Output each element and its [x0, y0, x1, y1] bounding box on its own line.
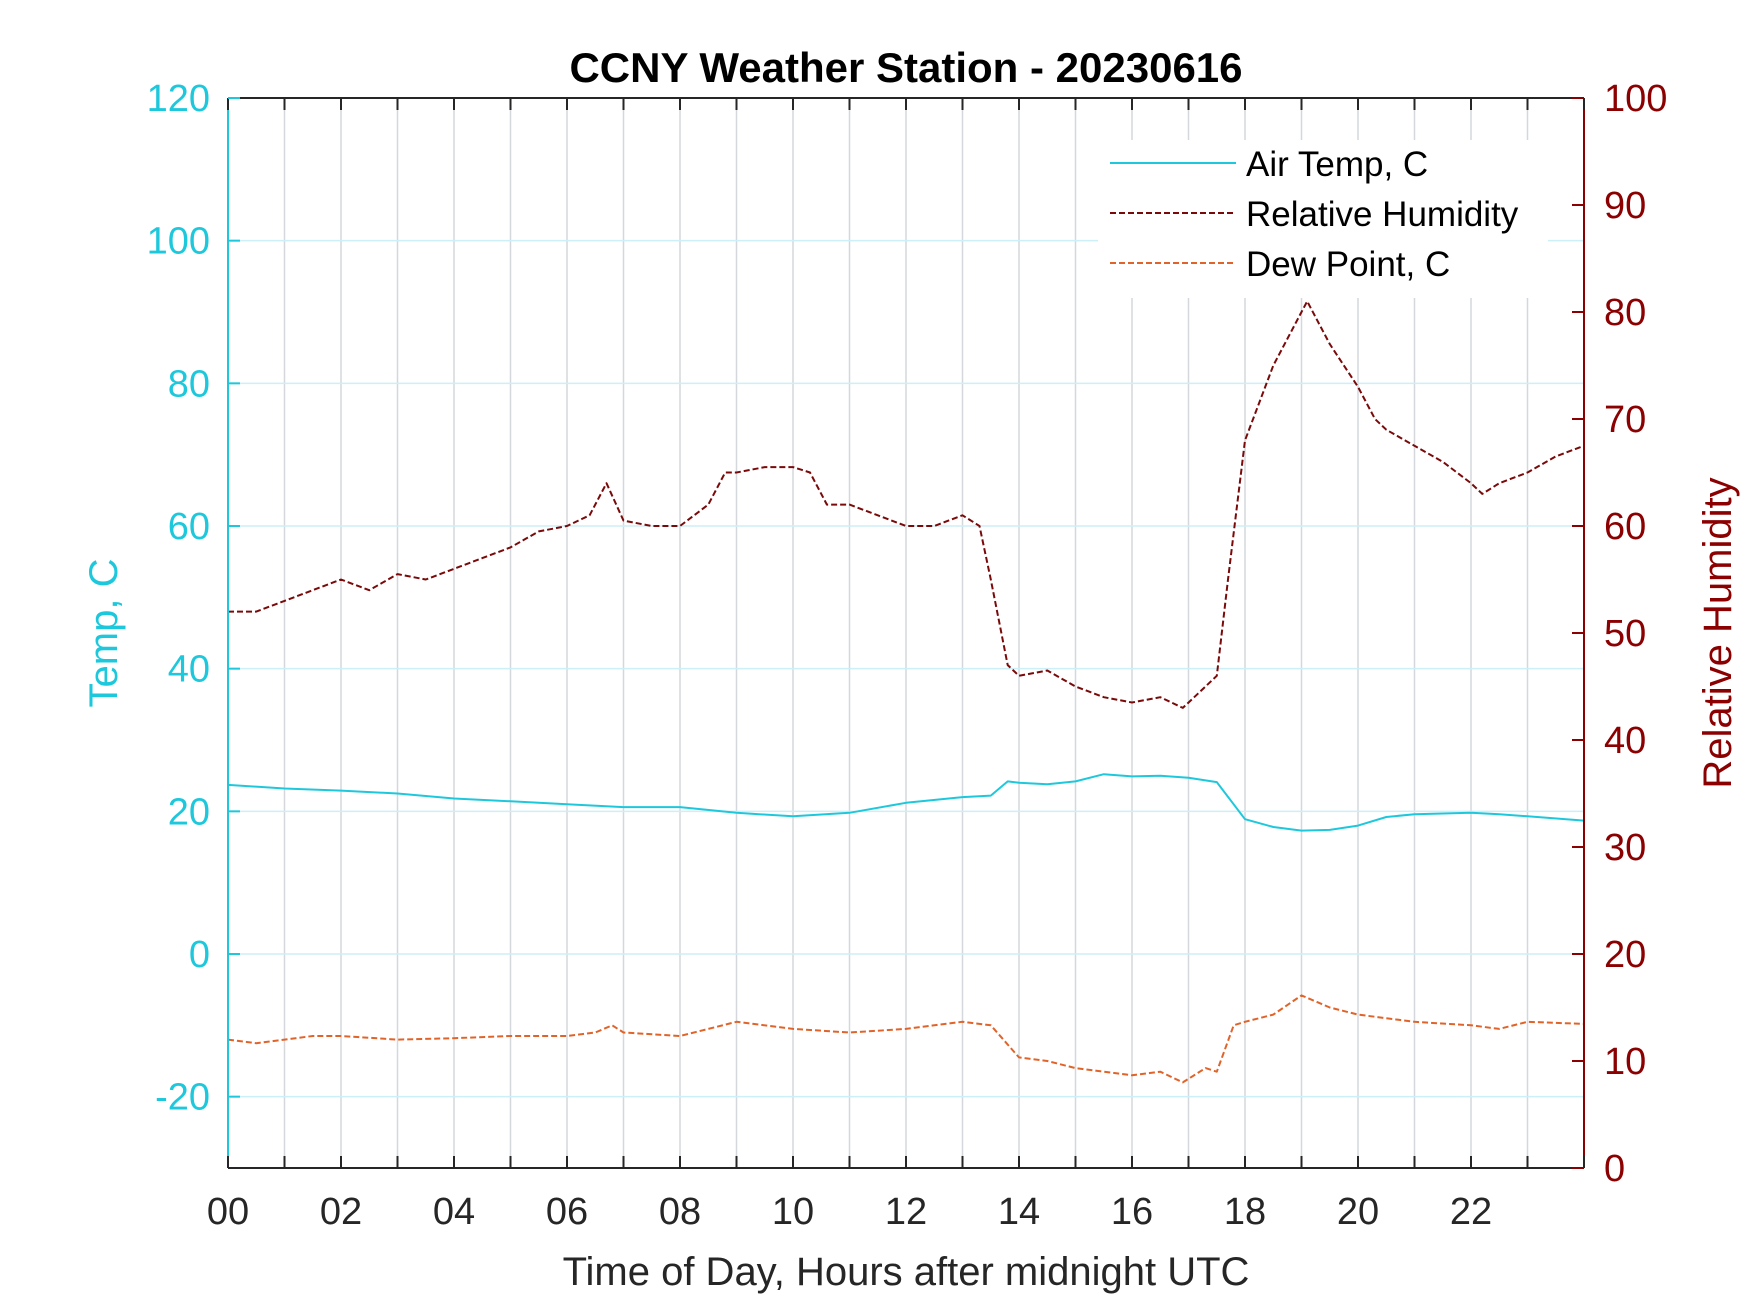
x-tick-label: 10: [772, 1191, 814, 1233]
y-axis-title-right: Relative Humidity: [1696, 477, 1740, 788]
x-tick-label: 04: [433, 1191, 475, 1233]
grid: [228, 98, 1584, 1168]
legend-box: [1098, 140, 1548, 298]
chart-title: CCNY Weather Station - 20230616: [569, 44, 1242, 91]
relative-humidity-line: [228, 300, 1585, 709]
legend-label-dew-point: Dew Point, C: [1246, 245, 1450, 284]
series-group: [227, 300, 1585, 1084]
y-left-tick-label: 120: [147, 78, 210, 120]
y-right-tick-label: 50: [1604, 613, 1646, 655]
y-left-tick-label: 60: [168, 506, 210, 548]
x-tick-label: 22: [1450, 1191, 1492, 1233]
y-left-tick-label: 40: [168, 649, 210, 691]
x-tick-label: 02: [320, 1191, 362, 1233]
y-left-tick-label: 0: [189, 934, 210, 976]
legend-label-relative-humidity: Relative Humidity: [1246, 195, 1519, 234]
y-right-tick-label: 70: [1604, 399, 1646, 441]
y-left-tick-label: 100: [147, 221, 210, 263]
y-right-tick-label: 80: [1604, 292, 1646, 334]
y-right-tick-label: 20: [1604, 934, 1646, 976]
legend-label-air-temp: Air Temp, C: [1246, 145, 1428, 184]
y-left-tick-label: 20: [168, 791, 210, 833]
y-right-tick-label: 0: [1604, 1148, 1625, 1190]
y-right-tick-label: 40: [1604, 720, 1646, 762]
x-tick-label: 08: [659, 1191, 701, 1233]
x-tick-label: 18: [1224, 1191, 1266, 1233]
legend: Air Temp, C Relative Humidity Dew Point,…: [1098, 140, 1548, 298]
y-right-tick-label: 30: [1604, 827, 1646, 869]
y-right-tick-label: 10: [1604, 1041, 1646, 1083]
x-tick-label: 14: [998, 1191, 1040, 1233]
y-axis-title-left: Temp, C: [82, 559, 126, 708]
dew-point-line: [227, 994, 1585, 1084]
x-tick-label: 16: [1111, 1191, 1153, 1233]
x-axis-title: Time of Day, Hours after midnight UTC: [563, 1250, 1250, 1294]
y-right-tick-label: 100: [1604, 78, 1667, 120]
axes: 00 02 04 06 08 10 12 14 16 18 20 22-200204060801001…: [147, 78, 1668, 1233]
labels: CCNY Weather Station - 20230616 Time of …: [82, 44, 1740, 1294]
y-right-tick-label: 90: [1604, 185, 1646, 227]
y-left-tick-label: -20: [155, 1077, 210, 1119]
x-tick-label: 00: [207, 1191, 249, 1233]
air-temp-line: [227, 773, 1585, 832]
x-tick-label: 20: [1337, 1191, 1379, 1233]
y-right-tick-label: 60: [1604, 506, 1646, 548]
x-tick-label: 12: [885, 1191, 927, 1233]
y-left-tick-label: 80: [168, 363, 210, 405]
x-tick-label: 06: [546, 1191, 588, 1233]
